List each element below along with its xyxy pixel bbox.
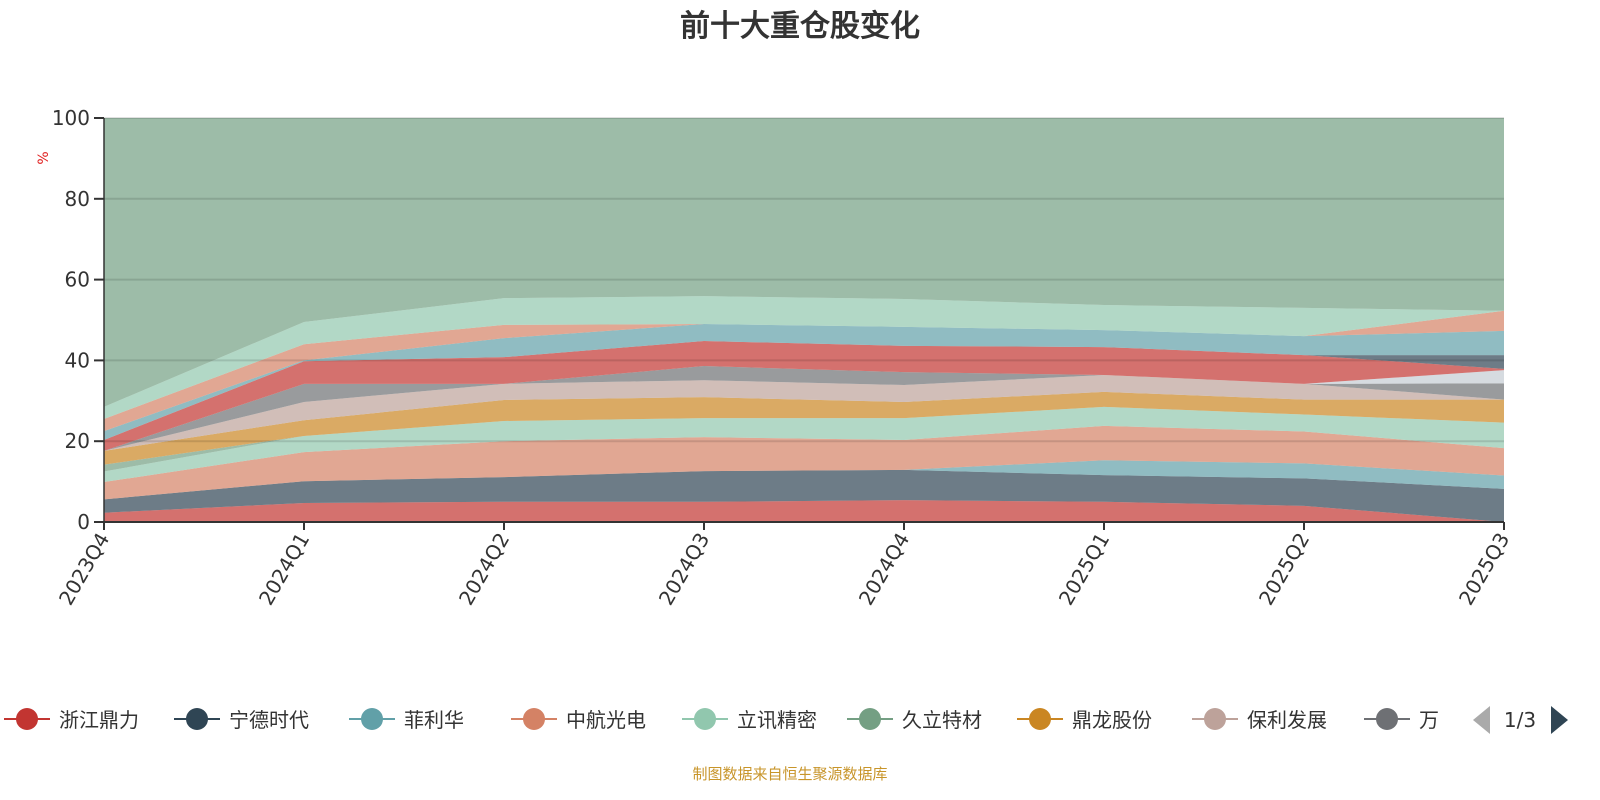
- legend-circle-icon: [1376, 708, 1398, 730]
- area-series-8: [104, 366, 1504, 451]
- area-series-1: [104, 469, 1504, 522]
- x-tick-label: 2024Q1: [254, 529, 314, 610]
- legend-label: 万: [1419, 708, 1439, 732]
- legend-item[interactable]: 万: [1364, 708, 1439, 732]
- legend-circle-icon: [361, 708, 383, 730]
- legend-item[interactable]: 保利发展: [1192, 708, 1327, 732]
- legend-page-indicator: 1/3: [1504, 708, 1536, 732]
- legend-circle-icon: [1029, 708, 1051, 730]
- legend-circle-icon: [1204, 708, 1226, 730]
- area-series-3: [104, 425, 1504, 500]
- legend-pager: 1/3: [1473, 706, 1568, 734]
- legend-circle-icon: [523, 708, 545, 730]
- grid-lines: [104, 117, 1504, 443]
- legend-item[interactable]: 宁德时代: [174, 708, 309, 732]
- legend-label: 鼎龙股份: [1072, 708, 1152, 732]
- chart-title: 前十大重仓股变化: [680, 9, 920, 44]
- legend-label: 立讯精密: [737, 708, 817, 732]
- x-tick-label: 2025Q1: [1054, 529, 1114, 610]
- legend-circle-icon: [186, 708, 208, 730]
- area-layers: [104, 118, 1504, 522]
- legend-label: 宁德时代: [229, 708, 309, 732]
- legend-circle-icon: [859, 708, 881, 730]
- x-tick-label: 2025Q2: [1254, 529, 1314, 610]
- x-tick-label: 2023Q4: [54, 529, 114, 610]
- area-series-2: [104, 460, 1504, 500]
- area-series-13: [104, 310, 1504, 432]
- x-tick-label: 2024Q2: [454, 529, 514, 610]
- legend-label: 菲利华: [404, 708, 464, 732]
- legend: 浙江鼎力 宁德时代 菲利华 中航光电 立讯精密 久立特材 鼎龙股份 保利发展 万: [4, 708, 1439, 732]
- area-series-4: [104, 406, 1504, 483]
- legend-item[interactable]: 浙江鼎力: [4, 708, 139, 732]
- x-tick-label: 2024Q4: [854, 529, 914, 610]
- y-tick-label: 60: [65, 268, 90, 292]
- y-axis-label: %: [36, 151, 52, 164]
- legend-label: 中航光电: [566, 708, 646, 732]
- y-tick-label: 20: [65, 429, 90, 453]
- y-tick-label: 0: [77, 510, 90, 534]
- y-tick-label: 100: [52, 106, 90, 130]
- data-source-footer: 制图数据来自恒生聚源数据库: [692, 765, 887, 783]
- y-tick-label: 40: [65, 348, 90, 372]
- legend-prev-icon[interactable]: [1473, 706, 1490, 734]
- legend-next-icon[interactable]: [1551, 706, 1568, 734]
- legend-item[interactable]: 立讯精密: [682, 708, 817, 732]
- legend-label: 浙江鼎力: [59, 708, 139, 732]
- legend-label: 久立特材: [902, 708, 982, 732]
- legend-item[interactable]: 久立特材: [847, 708, 982, 732]
- legend-label: 保利发展: [1247, 708, 1327, 732]
- legend-circle-icon: [16, 708, 38, 730]
- area-series-14: [104, 296, 1504, 419]
- legend-item[interactable]: 鼎龙股份: [1017, 708, 1152, 732]
- area-series-7: [104, 374, 1504, 451]
- area-series-10: [104, 341, 1504, 451]
- area-series-0: [104, 500, 1504, 522]
- y-tick-label: 80: [65, 187, 90, 211]
- area-series-15: [104, 118, 1504, 407]
- x-tick-label: 2024Q3: [654, 529, 714, 610]
- legend-circle-icon: [694, 708, 716, 730]
- area-series-6: [104, 391, 1504, 465]
- legend-item[interactable]: 中航光电: [511, 708, 646, 732]
- legend-item[interactable]: 菲利华: [349, 708, 464, 732]
- area-series-12: [104, 324, 1504, 440]
- x-tick-label: 2025Q3: [1454, 529, 1514, 610]
